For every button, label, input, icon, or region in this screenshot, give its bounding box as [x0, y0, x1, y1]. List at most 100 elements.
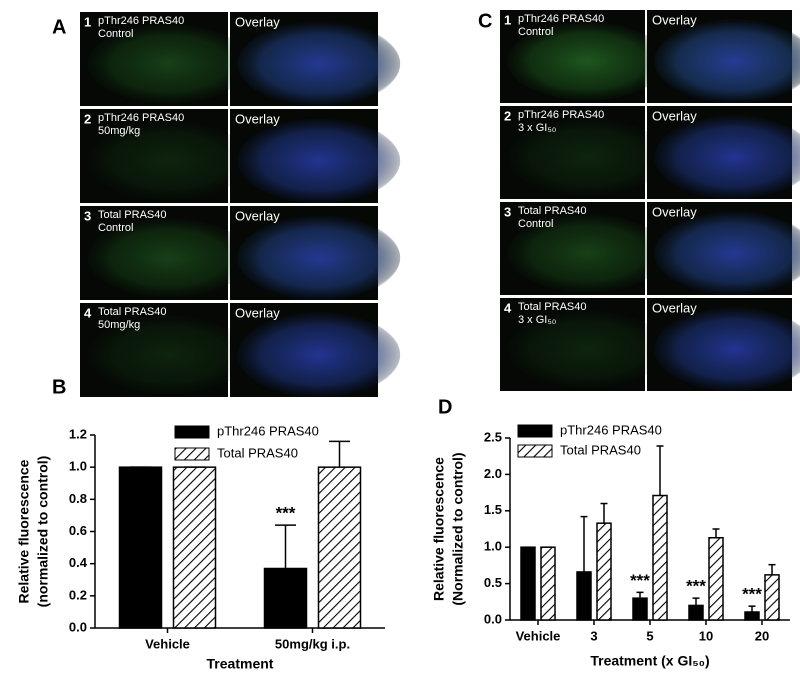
image-number: 3: [84, 208, 91, 223]
bar: [576, 571, 592, 621]
panel-letter: A: [52, 16, 66, 38]
nuclei-signal: [237, 312, 401, 398]
overlay-label: Overlay: [235, 305, 280, 320]
bar: [596, 522, 612, 621]
x-tick-label: 50mg/kg i.p.: [275, 636, 350, 651]
y-axis-label: Relative fluorescence: [431, 457, 447, 601]
image-label: Total PRAS40: [518, 301, 586, 313]
bar: [540, 546, 556, 621]
y-axis-label: (normalized to control): [35, 456, 51, 608]
y-tick-label: 1.5: [484, 502, 502, 517]
image-number: 2: [504, 108, 511, 123]
y-tick-label: 0.0: [484, 611, 502, 626]
image-number: 1: [504, 12, 511, 27]
y-tick-label: 0.0: [69, 619, 87, 634]
bar: [632, 597, 648, 621]
image-label: 50mg/kg: [98, 319, 140, 331]
y-tick-label: 0.6: [69, 523, 87, 538]
y-tick-label: 1.0: [484, 539, 502, 554]
significance-label: ***: [686, 577, 706, 596]
panel-letter: C: [478, 10, 492, 32]
tissue-signal: [87, 121, 251, 201]
nuclei-signal: [237, 118, 401, 203]
overlay-label: Overlay: [235, 14, 280, 29]
y-tick-label: 0.5: [484, 575, 502, 590]
legend-swatch: [174, 447, 210, 461]
y-tick-label: 0.4: [69, 555, 88, 570]
y-tick-label: 1.2: [69, 426, 87, 441]
y-axis-label: Relative fluorescence: [16, 459, 32, 603]
legend-label: pThr246 PRAS40: [217, 423, 319, 438]
image-label: Total PRAS40: [98, 209, 166, 221]
nuclei-signal: [654, 115, 800, 199]
bar: [688, 604, 704, 621]
legend-swatch: [174, 425, 210, 439]
x-axis-label: Treatment: [207, 656, 274, 672]
tissue-signal: [87, 218, 251, 298]
image-label: Control: [518, 26, 553, 38]
image-label: 3 x GI₅₀: [518, 314, 556, 326]
y-tick-label: 0.2: [69, 587, 87, 602]
tissue-signal: [507, 22, 667, 101]
legend-label: pThr246 PRAS40: [560, 422, 662, 437]
nuclei-signal: [237, 215, 401, 300]
x-tick-label: 20: [755, 628, 769, 643]
bar: [764, 574, 780, 621]
image-number: 2: [84, 111, 91, 126]
significance-label: ***: [742, 585, 762, 604]
nuclei-signal: [654, 307, 800, 391]
legend-label: Total PRAS40: [217, 445, 298, 460]
nuclei-signal: [237, 21, 401, 106]
x-axis-label: Treatment (x GI₅₀): [590, 653, 709, 669]
overlay-label: Overlay: [652, 108, 697, 123]
nuclei-signal: [654, 211, 800, 295]
y-tick-label: 2.0: [484, 466, 502, 481]
overlay-label: Overlay: [235, 208, 280, 223]
y-tick-label: 1.0: [69, 459, 87, 474]
significance-label: ***: [630, 571, 650, 590]
bar: [263, 567, 308, 629]
image-label: Control: [98, 28, 133, 40]
bar: [172, 466, 217, 629]
tissue-signal: [507, 214, 667, 293]
image-number: 3: [504, 204, 511, 219]
image-number: 4: [504, 300, 512, 315]
bar: [708, 536, 724, 621]
image-label: Total PRAS40: [518, 205, 586, 217]
image-label: Control: [518, 218, 553, 230]
bar: [520, 546, 536, 621]
y-axis-label: (Normalized to control): [450, 452, 466, 605]
tissue-signal: [507, 118, 667, 197]
image-label: pThr246 PRAS40: [518, 13, 604, 25]
x-tick-label: Vehicle: [145, 636, 190, 651]
image-label: pThr246 PRAS40: [518, 109, 604, 121]
x-tick-label: 5: [646, 628, 653, 643]
bar: [118, 466, 163, 629]
nuclei-signal: [654, 19, 800, 103]
overlay-label: Overlay: [652, 300, 697, 315]
panel-letter: B: [52, 376, 66, 398]
significance-label: ***: [276, 504, 296, 523]
overlay-label: Overlay: [652, 204, 697, 219]
tissue-signal: [87, 24, 251, 104]
bar: [744, 611, 760, 621]
y-tick-label: 2.5: [484, 429, 502, 444]
tissue-signal: [87, 315, 251, 395]
tissue-signal: [507, 310, 667, 389]
x-tick-label: 10: [699, 628, 713, 643]
x-tick-label: Vehicle: [516, 628, 561, 643]
image-label: pThr246 PRAS40: [98, 15, 184, 27]
image-label: 50mg/kg: [98, 125, 140, 137]
legend-swatch: [517, 444, 553, 458]
x-tick-label: 3: [590, 628, 597, 643]
image-label: Total PRAS40: [98, 306, 166, 318]
bar: [652, 494, 668, 621]
image-label: 3 x GI₅₀: [518, 122, 556, 134]
overlay-label: Overlay: [235, 111, 280, 126]
image-label: Control: [98, 222, 133, 234]
image-label: pThr246 PRAS40: [98, 112, 184, 124]
bar: [317, 466, 362, 629]
legend-swatch: [517, 424, 553, 438]
panel-letter: D: [438, 396, 452, 418]
